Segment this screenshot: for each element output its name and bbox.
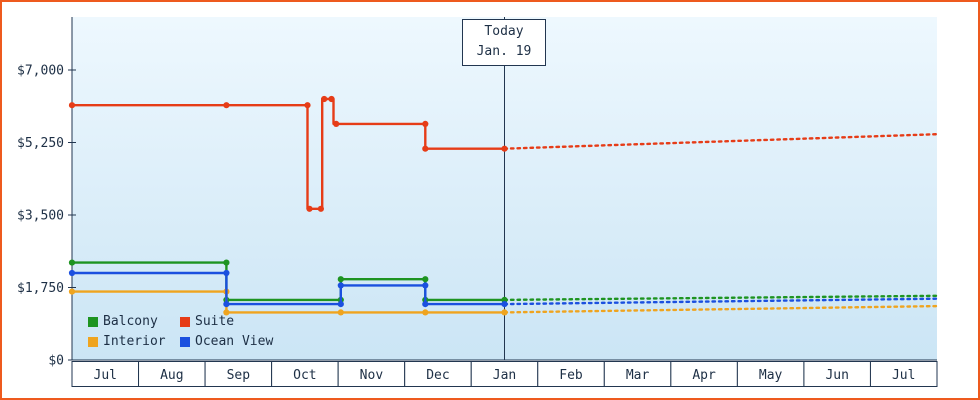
legend-item-ocean-view: Ocean View (180, 332, 273, 351)
legend-swatch (180, 336, 190, 347)
month-label: Sep (227, 368, 251, 383)
y-tick-label: $0 (48, 354, 64, 369)
today-label-line2: Jan. 19 (476, 44, 532, 59)
legend-swatch (88, 336, 98, 347)
month-label: Dec (426, 368, 449, 383)
legend-item-balcony: Balcony (88, 312, 180, 331)
legend-swatch (180, 316, 190, 327)
legend-swatch (88, 316, 98, 327)
month-label: Jan (493, 368, 516, 383)
month-label: Jul (94, 368, 117, 383)
legend-item-suite: Suite (180, 312, 273, 331)
month-label: Feb (559, 368, 583, 383)
y-tick-label: $1,750 (17, 281, 64, 296)
month-label: Mar (626, 368, 650, 383)
y-tick-label: $5,250 (17, 136, 64, 151)
month-label: Jun (825, 368, 848, 383)
series-ocean-view (68, 269, 939, 308)
today-label-line1: Today (484, 24, 524, 39)
month-label: Nov (360, 368, 384, 383)
month-label: Jul (892, 368, 915, 383)
legend-label: Interior (103, 334, 166, 349)
month-label: Oct (293, 368, 316, 383)
legend-label: Suite (195, 314, 235, 329)
today-annotation: Today Jan. 19 (462, 19, 546, 66)
month-label: Aug (160, 368, 183, 383)
month-label: May (759, 368, 783, 383)
series-suite (68, 95, 939, 212)
y-tick-label: $3,500 (17, 209, 64, 224)
legend-label: Ocean View (195, 334, 274, 349)
chart-legend: Balcony Suite Interior Ocean View (88, 312, 273, 351)
month-label: Apr (692, 368, 716, 383)
legend-label: Balcony (103, 314, 158, 329)
y-tick-label: $7,000 (17, 64, 64, 79)
legend-item-interior: Interior (88, 332, 180, 351)
